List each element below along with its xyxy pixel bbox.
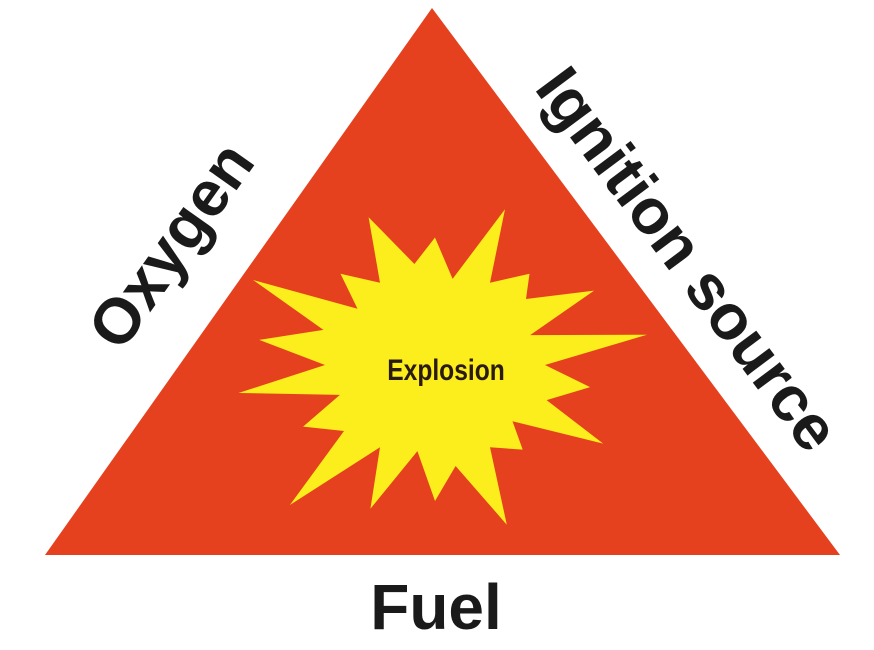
explosion-burst [238, 209, 647, 525]
explosion-label: Explosion [387, 353, 504, 387]
fuel-label: Fuel [370, 571, 502, 643]
